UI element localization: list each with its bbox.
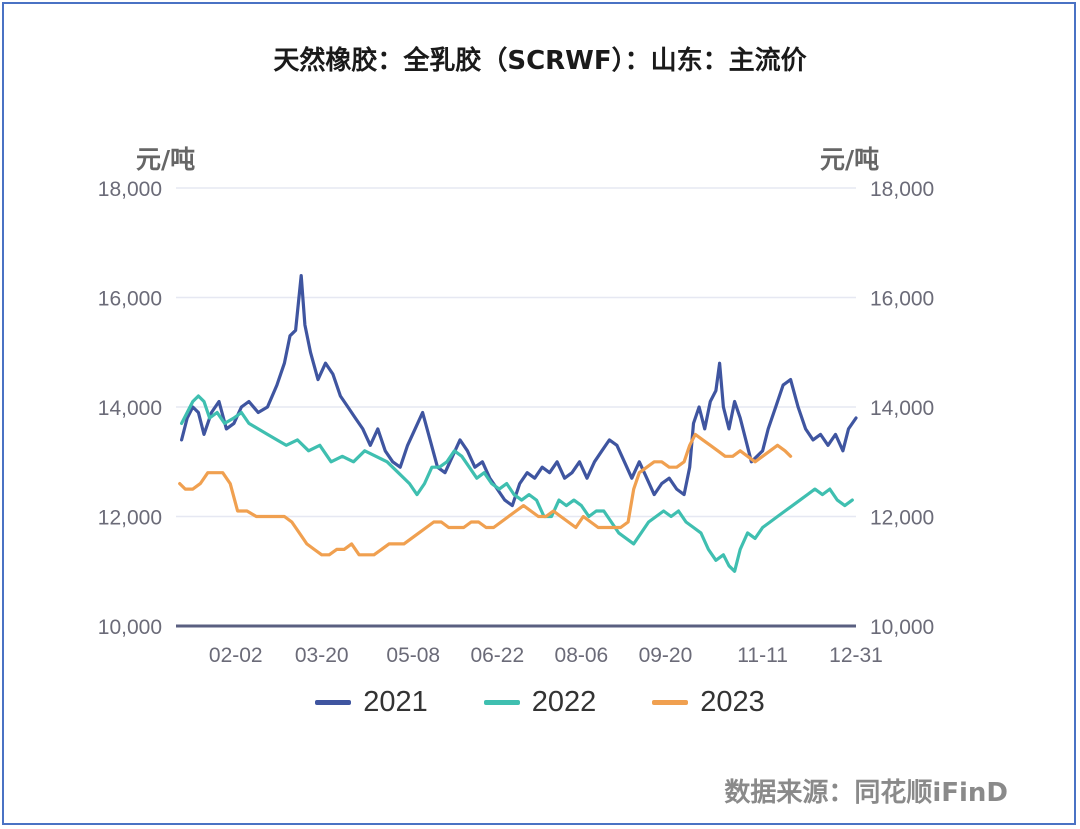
series-lines — [178, 274, 858, 573]
legend: 2021 2022 2023 — [0, 686, 1080, 719]
data-source-note: 数据来源：同花顺iFinD — [724, 778, 1008, 808]
legend-label: 2022 — [531, 686, 597, 718]
y-tick-label-right: 16,000 — [870, 288, 934, 311]
series-line-2021 — [180, 274, 858, 508]
x-tick-label: 02-02 — [209, 644, 263, 667]
y-axis-right: 10,000 12,000 14,000 16,000 18,000 — [870, 178, 934, 639]
legend-item-2023[interactable]: 2023 — [652, 686, 765, 719]
legend-label: 2021 — [363, 686, 428, 718]
series-line-2023 — [178, 432, 793, 557]
legend-swatch — [652, 700, 689, 705]
y-tick-label-right: 12,000 — [870, 507, 934, 530]
legend-label: 2023 — [700, 686, 765, 718]
y-tick-label-left: 18,000 — [98, 178, 162, 201]
x-tick-label: 08-06 — [555, 644, 609, 667]
y-tick-label-right: 18,000 — [870, 178, 934, 201]
y-axis-left: 10,000 12,000 14,000 16,000 18,000 — [98, 178, 162, 639]
series-line-2022 — [180, 394, 854, 573]
x-tick-label: 06-22 — [470, 644, 524, 667]
x-tick-label: 05-08 — [386, 644, 440, 667]
y-tick-label-right: 10,000 — [870, 616, 934, 639]
legend-item-2022[interactable]: 2022 — [483, 686, 597, 719]
x-tick-label: 12-31 — [829, 644, 883, 667]
y-tick-label-left: 10,000 — [98, 616, 162, 639]
y-tick-label-left: 12,000 — [98, 507, 162, 530]
gridlines — [176, 187, 856, 628]
y-axis-unit-right: 元/吨 — [820, 145, 880, 174]
y-tick-label-right: 14,000 — [870, 397, 934, 420]
x-tick-label: 09-20 — [639, 644, 693, 667]
x-tick-label: 03-20 — [295, 644, 349, 667]
y-tick-label-left: 16,000 — [98, 288, 162, 311]
legend-swatch — [483, 700, 520, 705]
legend-swatch — [315, 700, 352, 705]
x-axis: 02-02 03-20 05-08 06-22 08-06 09-20 11-11 12-31 — [209, 644, 883, 667]
chart-title: 天然橡胶：全乳胶（SCRWF）：山东：主流价 — [273, 46, 807, 76]
x-tick-label: 11-11 — [737, 644, 788, 667]
y-tick-label-left: 14,000 — [98, 397, 162, 420]
y-axis-unit-left: 元/吨 — [136, 145, 196, 174]
legend-item-2021[interactable]: 2021 — [315, 686, 428, 719]
